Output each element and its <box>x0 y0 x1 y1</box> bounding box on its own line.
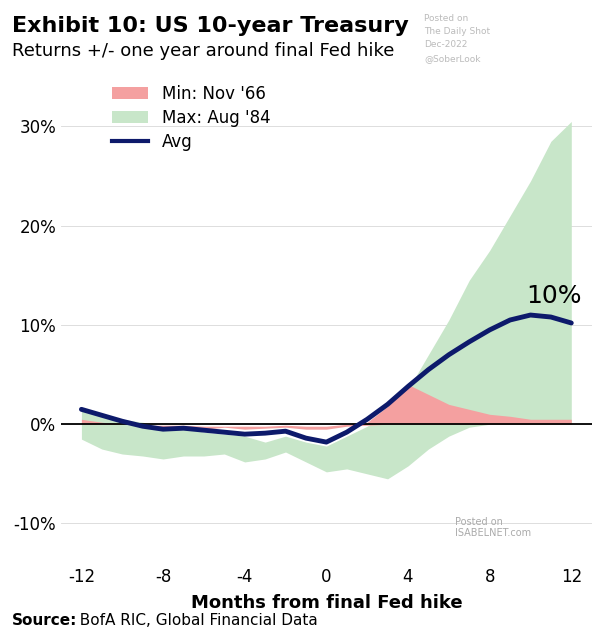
Text: Posted on
The Daily Shot
Dec-2022
@SoberLook: Posted on The Daily Shot Dec-2022 @Sober… <box>424 14 490 63</box>
Text: Source:: Source: <box>12 614 77 628</box>
Text: Exhibit 10: US 10-year Treasury: Exhibit 10: US 10-year Treasury <box>12 16 409 36</box>
X-axis label: Months from final Fed hike: Months from final Fed hike <box>190 595 462 612</box>
Legend: Min: Nov '66, Max: Aug '84, Avg: Min: Nov '66, Max: Aug '84, Avg <box>112 85 270 151</box>
Text: Returns +/- one year around final Fed hike: Returns +/- one year around final Fed hi… <box>12 42 395 60</box>
Text: 10%: 10% <box>526 284 582 308</box>
Text: Posted on
ISABELNET.com: Posted on ISABELNET.com <box>455 516 531 538</box>
Text: BofA RIC, Global Financial Data: BofA RIC, Global Financial Data <box>70 614 318 628</box>
